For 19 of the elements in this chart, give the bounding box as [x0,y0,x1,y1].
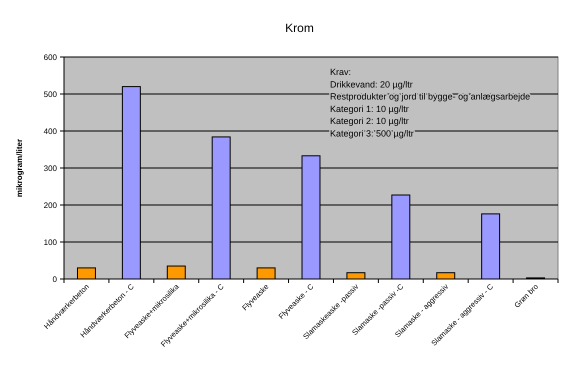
y-tick-label: 600 [44,52,58,62]
annotation: Drikkevand: 20 µg/ltr [330,79,413,90]
annotation: Krav: [330,67,352,77]
y-tick-label: 200 [44,200,58,210]
y-tick-label: 0 [52,274,58,284]
bar [436,272,456,280]
y-tick-label: 100 [44,238,58,247]
bar [346,272,366,280]
annotation: Kategori 2: 10 µg/ltr [330,116,409,126]
bar [166,266,186,280]
chart-title: Krom [285,21,314,35]
y-tick-label: 300 [44,164,58,173]
y-tick-label: 400 [44,126,58,136]
y-axis-title: mikrogram/liter [15,138,24,198]
bar [76,267,96,280]
y-tick-label: 500 [44,90,58,99]
annotation: Kategori 1: 10 µg/ltr [330,104,409,114]
bar [256,267,276,280]
annotation: Restprodukter og jord til bygge- og anlægsarbejde [330,92,530,102]
